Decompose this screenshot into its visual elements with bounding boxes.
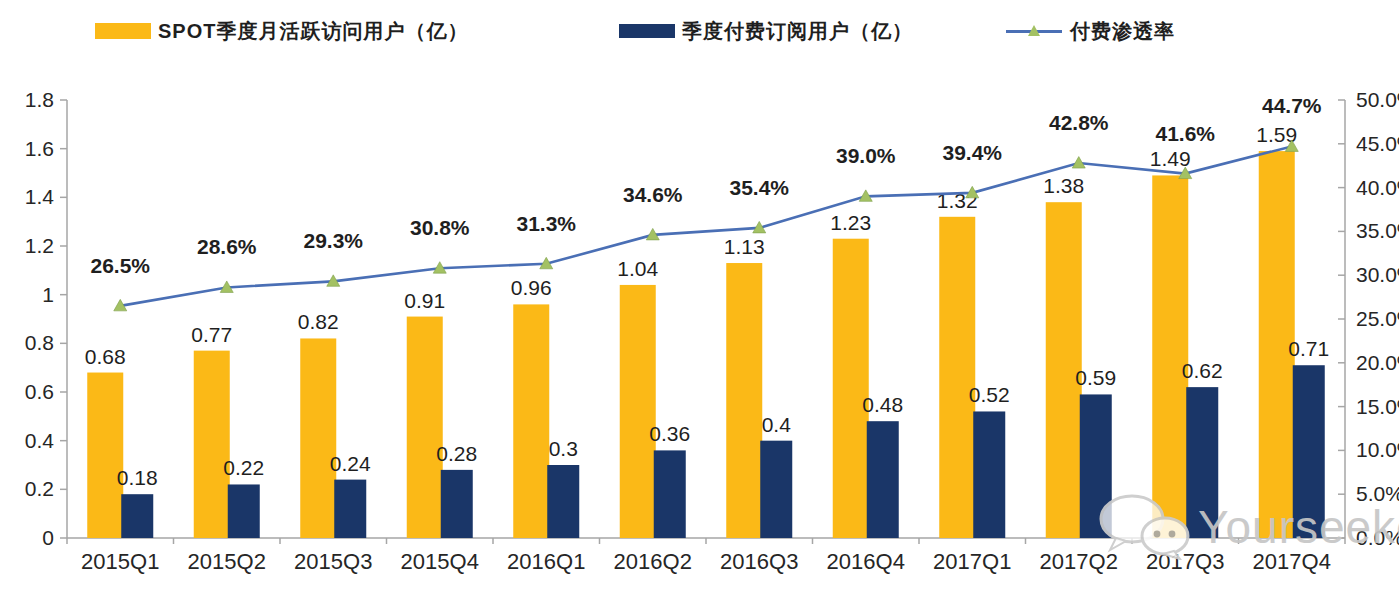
y-axis-left-tick-label: 1.2 (25, 234, 54, 257)
mau-bar-value-label: 1.13 (724, 235, 765, 258)
penetration-value-label: 34.6% (623, 183, 683, 206)
penetration-value-label: 30.8% (410, 216, 470, 239)
legend-item-subscribers: 季度付费订阅用户（亿） (619, 18, 913, 44)
penetration-value-label: 39.0% (836, 144, 896, 167)
x-axis-category-label: 2015Q2 (188, 549, 266, 574)
subscriber-bar (547, 465, 579, 538)
penetration-value-label: 26.5% (90, 254, 150, 277)
subscriber-bar-value-label: 0.22 (223, 456, 264, 479)
penetration-value-label: 28.6% (197, 235, 257, 258)
mau-bar (833, 239, 869, 538)
x-axis-category-label: 2016Q1 (507, 549, 585, 574)
mau-bar-value-label: 0.96 (511, 276, 552, 299)
mau-bar-value-label: 1.23 (830, 211, 871, 234)
y-axis-left-tick-label: 1.8 (25, 88, 54, 111)
mau-series-swatch (95, 23, 151, 39)
x-axis-category-label: 2015Q4 (401, 549, 479, 574)
subscriber-bar (867, 421, 899, 538)
y-axis-right-tick-label: 45.0% (1356, 132, 1399, 155)
y-axis-left-tick-label: 1 (42, 283, 54, 306)
subscriber-bar-value-label: 0.71 (1288, 337, 1329, 360)
y-axis-left-tick-label: 1.4 (25, 185, 55, 208)
mau-bar-value-label: 1.04 (617, 257, 658, 280)
mau-bar (407, 317, 443, 538)
mau-bar-value-label: 0.77 (191, 323, 232, 346)
subscriber-bar-value-label: 0.59 (1075, 366, 1116, 389)
mau-bar-value-label: 0.68 (85, 345, 126, 368)
y-axis-left-tick-label: 0.2 (25, 477, 54, 500)
mau-bar (194, 351, 230, 538)
mau-bar-value-label: 0.82 (298, 310, 339, 333)
y-axis-left-tick-label: 0.4 (25, 429, 55, 452)
mau-bar-value-label: 1.49 (1150, 147, 1191, 170)
mau-bar (1152, 175, 1188, 538)
subscriber-bar-value-label: 0.52 (969, 383, 1010, 406)
watermark-text: Yourseeker (1198, 500, 1399, 554)
mau-bar-value-label: 1.38 (1043, 174, 1084, 197)
y-axis-right-tick-label: 30.0% (1356, 263, 1399, 286)
x-axis-category-label: 2016Q3 (720, 549, 798, 574)
penetration-value-label: 44.7% (1262, 94, 1322, 117)
subscriber-bar (654, 450, 686, 538)
legend-label-mau: SPOT季度月活跃访问用户（亿） (158, 18, 468, 45)
y-axis-right-tick-label: 25.0% (1356, 307, 1399, 330)
subscriber-series-swatch (619, 24, 675, 38)
mau-bar (726, 263, 762, 538)
wechat-icon (1096, 494, 1198, 560)
penetration-value-label: 31.3% (516, 212, 576, 235)
y-axis-left-tick-label: 1.6 (25, 137, 54, 160)
mau-bar (300, 338, 336, 538)
x-axis-category-label: 2017Q1 (933, 549, 1011, 574)
mau-bar (620, 285, 656, 538)
x-axis-category-label: 2015Q1 (81, 549, 159, 574)
x-axis-category-label: 2015Q3 (294, 549, 372, 574)
subscriber-bar-value-label: 0.18 (117, 466, 158, 489)
legend-item-mau: SPOT季度月活跃访问用户（亿） (95, 18, 468, 44)
subscriber-bar-value-label: 0.24 (330, 452, 371, 475)
x-axis-category-label: 2016Q2 (614, 549, 692, 574)
subscriber-bar (228, 484, 260, 538)
watermark: Yourseeker (1096, 494, 1399, 560)
penetration-value-label: 35.4% (729, 176, 789, 199)
mau-bar (939, 217, 975, 538)
y-axis-right-tick-label: 40.0% (1356, 176, 1399, 199)
subscriber-bar (334, 480, 366, 538)
penetration-value-label: 29.3% (303, 229, 363, 252)
legend-label-penetration: 付费渗透率 (1070, 18, 1175, 45)
subscriber-bar-value-label: 0.28 (436, 442, 477, 465)
subscriber-bar-value-label: 0.4 (762, 413, 792, 436)
penetration-value-label: 41.6% (1155, 122, 1215, 145)
y-axis-left-tick-label: 0.6 (25, 380, 54, 403)
mau-bar (513, 304, 549, 538)
penetration-line (120, 146, 1292, 305)
triangle-marker-icon (1028, 25, 1040, 36)
penetration-value-label: 39.4% (942, 141, 1002, 164)
x-axis-category-label: 2016Q4 (827, 549, 905, 574)
subscriber-bar-value-label: 0.3 (549, 437, 578, 460)
legend-item-penetration: 付费渗透率 (1006, 18, 1175, 44)
subscriber-bar (441, 470, 473, 538)
y-axis-left-tick-label: 0 (42, 526, 54, 549)
subscriber-bar-value-label: 0.36 (649, 422, 690, 445)
mau-bar (87, 373, 123, 538)
subscriber-bar-value-label: 0.62 (1182, 359, 1223, 382)
chart-page: 00.20.40.60.811.21.41.61.80.0%5.0%10.0%1… (0, 0, 1399, 596)
subscriber-bar (760, 441, 792, 538)
subscriber-bar-value-label: 0.48 (862, 393, 903, 416)
penetration-line-swatch (1006, 23, 1062, 39)
y-axis-right-tick-label: 10.0% (1356, 438, 1399, 461)
subscriber-bar (121, 494, 153, 538)
y-axis-right-tick-label: 15.0% (1356, 395, 1399, 418)
y-axis-right-tick-label: 20.0% (1356, 351, 1399, 374)
y-axis-left-tick-label: 0.8 (25, 331, 54, 354)
penetration-value-label: 42.8% (1049, 111, 1109, 134)
subscriber-bar (973, 411, 1005, 538)
y-axis-right-tick-label: 50.0% (1356, 88, 1399, 111)
mau-bar-value-label: 0.91 (404, 289, 445, 312)
y-axis-right-tick-label: 35.0% (1356, 219, 1399, 242)
legend-label-subscribers: 季度付费订阅用户（亿） (682, 18, 913, 45)
